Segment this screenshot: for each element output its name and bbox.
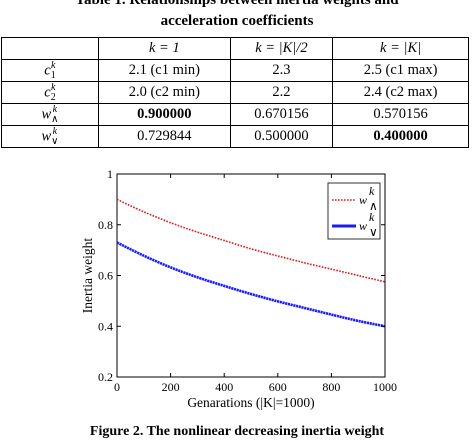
- table-caption-line2: acceleration coefficients: [160, 13, 314, 29]
- series-line-w-min: [116, 241, 386, 328]
- table-cell: 0.900000: [98, 103, 231, 126]
- table-cell: 2.0 (c2 min): [98, 81, 231, 104]
- row-label-w-min: w k ∨: [1, 125, 99, 148]
- x-tick-label: 0: [114, 380, 120, 394]
- table-cell: 0.500000: [229, 125, 334, 148]
- header-k1-text: k = 1: [148, 40, 180, 56]
- table-caption-line1: Table 1. Relationships between inertia w…: [75, 0, 399, 8]
- header-k-full-text: k = |K|: [380, 40, 422, 56]
- legend-label-w-min: w k ∨: [359, 210, 378, 239]
- table-cell: 2.2: [229, 81, 334, 104]
- series-layer: [116, 198, 386, 328]
- row-label-sup: k: [52, 103, 58, 115]
- table-cell: 0.570156: [332, 103, 469, 126]
- table-cell: 2.3: [229, 59, 334, 82]
- legend-box: [327, 182, 381, 240]
- x-tick-label: 600: [269, 380, 287, 394]
- row-label-sup: k: [50, 81, 56, 93]
- x-tick-label: 1000: [373, 380, 397, 394]
- row-label-symbol: c: [44, 61, 51, 78]
- row-label-sup: k: [50, 59, 56, 71]
- legend-w-sup: k: [369, 210, 375, 224]
- row-label-sub: ∧: [51, 113, 59, 125]
- ticks-layer: 0 200 400 600 800 1000 0.2 0.4 0.6 0.8 1: [98, 167, 397, 394]
- x-axis-label: Genarations (|K|=1000): [187, 395, 314, 410]
- y-tick-label: 0.2: [98, 370, 113, 384]
- table-row: w k ∨ 0.729844 0.500000 0.400000: [1, 125, 469, 148]
- y-tick-label: 0.6: [98, 269, 113, 283]
- row-label-sub: 1: [50, 69, 56, 81]
- y-tick-label: 0.8: [98, 218, 113, 232]
- header-k1: k = 1: [98, 37, 231, 60]
- row-label-sub: ∨: [51, 135, 59, 147]
- legend: w k ∧ w k ∨: [327, 182, 381, 240]
- x-tick-label: 800: [322, 380, 340, 394]
- y-tick-label: 1: [107, 167, 113, 181]
- row-label-sub: 2: [50, 91, 56, 103]
- legend-label-w-max: w k ∧: [359, 184, 378, 213]
- header-k-half: k = |K|/2: [229, 37, 334, 60]
- table-cell: 2.4 (c2 max): [332, 81, 469, 104]
- table-cell: 2.1 (c1 min): [98, 59, 231, 82]
- table-cell: 2.5 (c1 max): [332, 59, 469, 82]
- inertia-weight-chart: 0 200 400 600 800 1000 0.2 0.4 0.6 0.8 1 Inertia w…: [80, 167, 397, 410]
- x-tick-label: 200: [162, 380, 180, 394]
- header-k-half-text: k = |K|/2: [255, 40, 308, 56]
- header-k-full: k = |K|: [332, 37, 469, 60]
- row-label-symbol: w: [41, 127, 52, 144]
- row-label-sup: k: [52, 125, 58, 137]
- table-caption: Table 1. Relationships between inertia w…: [0, 0, 474, 32]
- legend-w-symbol: w: [359, 193, 367, 207]
- legend-w-symbol: w: [359, 219, 367, 233]
- table-header-row: k = 1 k = |K|/2 k = |K|: [1, 37, 469, 60]
- x-tick-label: 400: [215, 380, 233, 394]
- table-cell: 0.670156: [229, 103, 334, 126]
- table-row: w k ∧ 0.900000 0.670156 0.570156: [1, 103, 469, 126]
- figure-caption: Figure 2. The nonlinear decreasing inert…: [89, 424, 385, 439]
- table-cell: 0.400000: [332, 125, 469, 148]
- row-label-symbol: w: [41, 105, 52, 122]
- y-tick-label: 0.4: [98, 319, 113, 333]
- row-label-w-max: w k ∧: [1, 103, 99, 126]
- legend-w-sup: k: [369, 184, 375, 198]
- legend-w-sub: ∨: [369, 225, 378, 239]
- header-empty-cell: [1, 37, 99, 60]
- table-cell: 0.729844: [98, 125, 231, 148]
- legend-w-sub: ∧: [369, 199, 378, 213]
- row-label-symbol: c: [44, 83, 51, 100]
- y-axis-label: Inertia weight: [80, 238, 95, 314]
